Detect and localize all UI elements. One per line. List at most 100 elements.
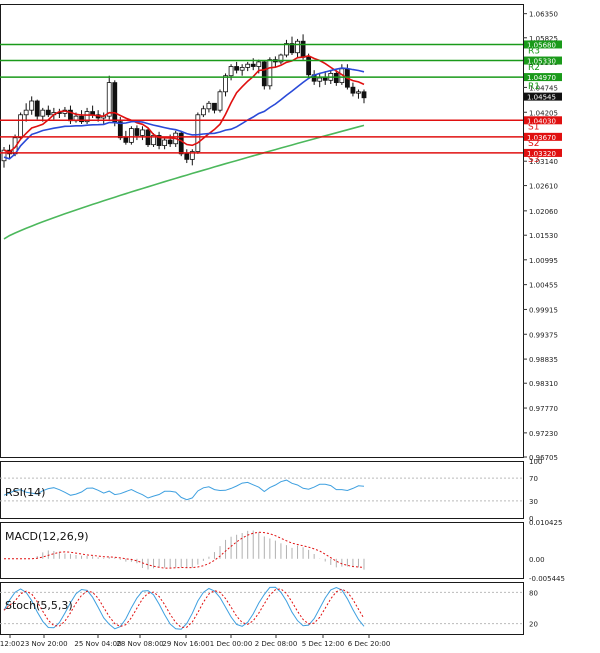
candle-body bbox=[217, 91, 223, 111]
candle-body bbox=[356, 91, 361, 94]
candle-body bbox=[106, 82, 112, 117]
stoch-label: Stoch(5,5,3) bbox=[5, 599, 73, 612]
candle-body bbox=[228, 66, 234, 77]
candle-body bbox=[162, 139, 168, 146]
price-tick-label: 1.00455 bbox=[529, 282, 558, 290]
stoch-main-line bbox=[3, 586, 365, 630]
candle-body bbox=[34, 100, 40, 117]
price-tick-label: 1.06350 bbox=[529, 11, 558, 19]
stoch-panel-frame bbox=[0, 582, 524, 635]
level-price-label: 1.03670 bbox=[527, 134, 556, 142]
price-tick-label: 1.02610 bbox=[529, 183, 558, 191]
ma-fast-line bbox=[3, 54, 365, 153]
stoch-signal-line bbox=[3, 588, 365, 628]
time-tick-label: 25 Nov 04:00 bbox=[74, 640, 121, 648]
price-tick-label: 1.02060 bbox=[529, 208, 558, 216]
candle-body bbox=[284, 43, 289, 56]
current-price-label: 1.04545 bbox=[527, 94, 556, 102]
candle-body bbox=[239, 67, 245, 71]
price-tick-label: 0.96705 bbox=[529, 454, 558, 462]
candle-body bbox=[167, 139, 173, 145]
candle-body bbox=[156, 135, 162, 146]
candle-body bbox=[212, 102, 217, 111]
stoch-tick-label: 80 bbox=[529, 589, 538, 597]
candle-body bbox=[261, 61, 267, 87]
candle-body bbox=[322, 77, 328, 81]
level-tag-r1: R1 bbox=[528, 82, 540, 92]
candle-body bbox=[128, 128, 134, 143]
price-tick-label: 1.04745 bbox=[529, 84, 558, 92]
price-tick-label: 0.98835 bbox=[529, 356, 558, 364]
level-tag-s3: S3 bbox=[528, 155, 539, 165]
current-price-tag bbox=[524, 92, 562, 101]
level-price-label: 1.05680 bbox=[527, 41, 556, 49]
candle-body bbox=[134, 128, 140, 136]
candle-body bbox=[195, 114, 201, 152]
candle-body bbox=[295, 40, 300, 54]
level-price-label: 1.05330 bbox=[527, 58, 556, 66]
candle-body bbox=[29, 100, 35, 111]
candle-body bbox=[300, 40, 306, 58]
candle-body bbox=[245, 63, 251, 68]
macd-signal-line bbox=[4, 531, 365, 569]
candle-body bbox=[45, 109, 51, 116]
time-tick-label: 2 Dec 08:00 bbox=[255, 640, 298, 648]
rsi-tick-label: 100 bbox=[529, 458, 542, 466]
rsi-label: RSI(14) bbox=[5, 486, 45, 499]
candle-body bbox=[189, 151, 195, 160]
rsi-tick-label: 30 bbox=[529, 498, 538, 506]
candle-body bbox=[123, 137, 129, 143]
level-price-tag bbox=[524, 56, 562, 65]
price-tick-label: 0.97230 bbox=[529, 430, 558, 438]
macd-tick-label: 0.00 bbox=[529, 556, 545, 564]
ma-mid-line bbox=[3, 67, 365, 160]
level-price-label: 1.04030 bbox=[527, 117, 556, 125]
candle-body bbox=[361, 91, 367, 99]
candle-body bbox=[278, 54, 284, 63]
macd-label: MACD(12,26,9) bbox=[5, 530, 89, 543]
candle-body bbox=[223, 75, 228, 93]
candle-body bbox=[151, 135, 156, 146]
candle-body bbox=[18, 114, 24, 139]
candle-body bbox=[84, 111, 90, 123]
level-price-tag bbox=[524, 116, 562, 125]
rsi-tick-label: 0 bbox=[529, 515, 533, 523]
level-tag-r2: R2 bbox=[528, 63, 540, 73]
candle-body bbox=[117, 121, 123, 139]
macd-panel-frame bbox=[0, 522, 524, 579]
level-price-tag bbox=[524, 40, 562, 49]
stoch-tick-label: 20 bbox=[529, 621, 538, 629]
candle-body bbox=[184, 153, 190, 160]
time-tick-label: 29 Nov 16:00 bbox=[162, 640, 209, 648]
level-price-tag bbox=[524, 148, 562, 157]
candle-body bbox=[40, 109, 46, 117]
price-tick-label: 0.99375 bbox=[529, 331, 558, 339]
candle-body bbox=[289, 43, 295, 54]
candle-body bbox=[234, 66, 240, 71]
candle-body bbox=[206, 102, 212, 110]
level-price-tag bbox=[524, 132, 562, 141]
level-price-label: 1.04970 bbox=[527, 74, 556, 82]
candle-body bbox=[200, 108, 206, 116]
price-tick-label: 1.05825 bbox=[529, 35, 558, 43]
time-tick-label: 6 Dec 20:00 bbox=[348, 640, 391, 648]
candle-body bbox=[1, 149, 7, 162]
candle-body bbox=[333, 73, 339, 84]
candle-body bbox=[23, 109, 29, 116]
price-tick-label: 1.00995 bbox=[529, 257, 558, 265]
time-tick-label: 1 Dec 00:00 bbox=[210, 640, 253, 648]
candle-body bbox=[306, 56, 312, 76]
macd-tick-label: -0.005445 bbox=[529, 575, 565, 583]
level-tag-r3: R3 bbox=[528, 47, 540, 57]
candle-body bbox=[79, 115, 84, 123]
price-tick-label: 0.99915 bbox=[529, 306, 558, 314]
level-price-label: 1.03320 bbox=[527, 150, 556, 158]
time-tick-label: 5 Dec 12:00 bbox=[302, 640, 345, 648]
time-tick-label: 28 Nov 08:00 bbox=[116, 640, 163, 648]
candle-body bbox=[178, 132, 184, 155]
candle-body bbox=[350, 86, 356, 94]
price-tick-label: 1.01530 bbox=[529, 232, 558, 240]
time-tick-label: 12:00 bbox=[0, 640, 20, 648]
candle-body bbox=[317, 77, 323, 82]
